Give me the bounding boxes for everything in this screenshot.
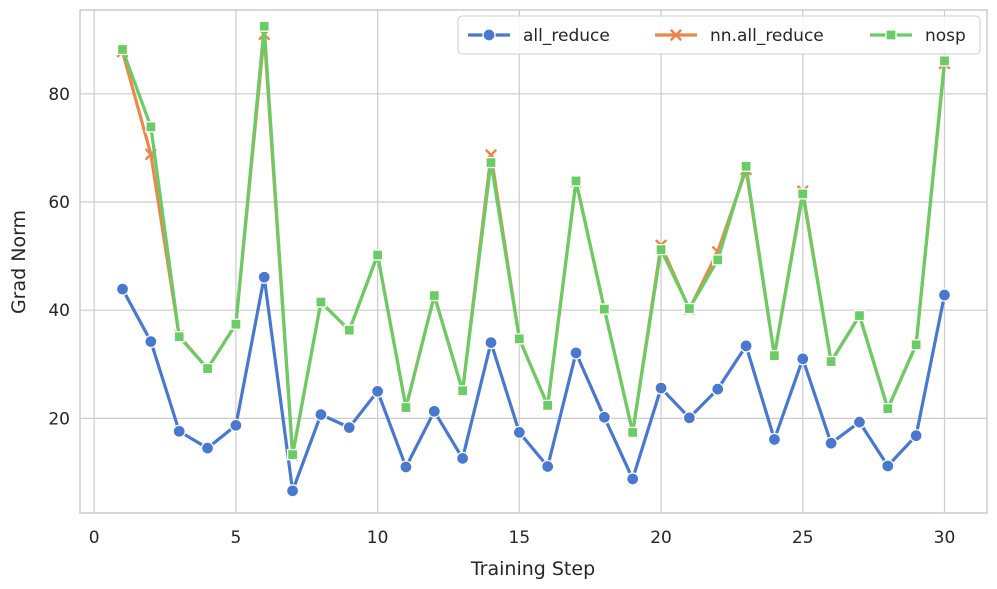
data-point xyxy=(937,288,952,302)
x-axis-label: Training Step xyxy=(470,558,595,580)
data-point xyxy=(739,339,753,353)
x-tick-label: 30 xyxy=(934,528,956,548)
data-point xyxy=(484,335,498,350)
data-point xyxy=(513,333,525,345)
data-point xyxy=(655,243,667,256)
data-point xyxy=(570,175,582,187)
data-point xyxy=(824,436,838,450)
data-point xyxy=(400,401,412,414)
data-point xyxy=(767,432,782,447)
data-point xyxy=(740,160,752,172)
data-point xyxy=(427,404,441,418)
series-line xyxy=(120,24,947,457)
data-point xyxy=(825,355,837,368)
data-point xyxy=(399,460,413,474)
data-point xyxy=(314,407,328,422)
data-point xyxy=(201,362,214,375)
data-point xyxy=(542,399,554,412)
data-point xyxy=(455,451,470,466)
data-point xyxy=(910,339,922,351)
legend: all_reduce nn.all_reduce nosp xyxy=(457,15,981,55)
legend-label: all_reduce xyxy=(523,26,610,46)
x-axis-ticks: 0 5 10 15 20 25 30 xyxy=(89,528,956,548)
y-tick-label: 60 xyxy=(48,193,70,213)
data-point xyxy=(428,289,440,302)
data-point xyxy=(116,43,129,56)
data-point xyxy=(683,302,696,315)
data-point xyxy=(881,459,895,473)
data-point xyxy=(342,420,356,435)
data-point xyxy=(200,441,215,455)
x-tick-label: 0 xyxy=(89,528,100,548)
x-tick-label: 20 xyxy=(650,528,672,548)
data-point xyxy=(768,349,781,362)
series-line xyxy=(120,275,947,493)
data-point xyxy=(882,402,894,415)
data-point xyxy=(258,20,270,32)
y-tick-label: 80 xyxy=(48,85,70,105)
data-point xyxy=(712,254,724,266)
data-point xyxy=(853,309,866,322)
data-point xyxy=(796,352,810,366)
x-tick-label: 15 xyxy=(509,528,531,548)
legend-marker xyxy=(482,28,496,42)
data-point xyxy=(370,384,385,398)
data-point xyxy=(485,156,497,169)
data-point xyxy=(371,249,384,261)
data-point xyxy=(343,324,355,336)
data-point xyxy=(909,429,923,443)
data-point xyxy=(938,55,951,67)
y-axis-ticks: 20 40 60 80 xyxy=(48,85,70,430)
data-point xyxy=(173,331,185,343)
y-axis-label: Grad Norm xyxy=(8,210,30,314)
legend-box xyxy=(457,15,981,55)
data-point xyxy=(229,418,243,433)
data-point xyxy=(626,472,640,486)
data-point xyxy=(569,346,583,360)
data-point xyxy=(627,426,639,439)
legend-item: nn.all_reduce xyxy=(655,26,824,46)
data-point xyxy=(512,425,526,440)
data-point xyxy=(797,188,809,200)
legend-marker xyxy=(885,29,897,41)
x-tick-label: 10 xyxy=(367,528,389,548)
data-point xyxy=(598,303,611,315)
data-point xyxy=(654,381,668,395)
x-tick-label: 5 xyxy=(230,528,241,548)
data-point xyxy=(172,424,186,438)
data-point xyxy=(230,318,242,330)
data-point xyxy=(682,411,697,425)
series-layer xyxy=(115,20,952,498)
legend-marker xyxy=(670,29,682,41)
x-tick-label: 25 xyxy=(792,528,814,548)
grid xyxy=(80,10,987,513)
data-point xyxy=(597,410,612,424)
legend-item: nosp xyxy=(870,26,966,46)
y-tick-label: 40 xyxy=(48,301,70,321)
data-point xyxy=(285,484,300,498)
y-tick-label: 20 xyxy=(48,409,70,429)
data-point xyxy=(315,296,327,308)
series-all-reduce xyxy=(115,270,952,498)
data-point xyxy=(257,270,271,284)
data-point xyxy=(541,459,555,474)
legend-label: nosp xyxy=(925,26,966,46)
plot-area xyxy=(79,9,988,514)
data-point xyxy=(145,121,157,133)
data-point xyxy=(711,382,725,396)
legend-item: all_reduce xyxy=(468,26,610,46)
legend-label: nn.all_reduce xyxy=(710,26,824,46)
data-point xyxy=(144,334,158,349)
data-point xyxy=(115,282,130,296)
data-point xyxy=(286,448,299,461)
data-point xyxy=(852,415,867,429)
data-point xyxy=(456,385,469,397)
series-nosp xyxy=(116,20,951,461)
